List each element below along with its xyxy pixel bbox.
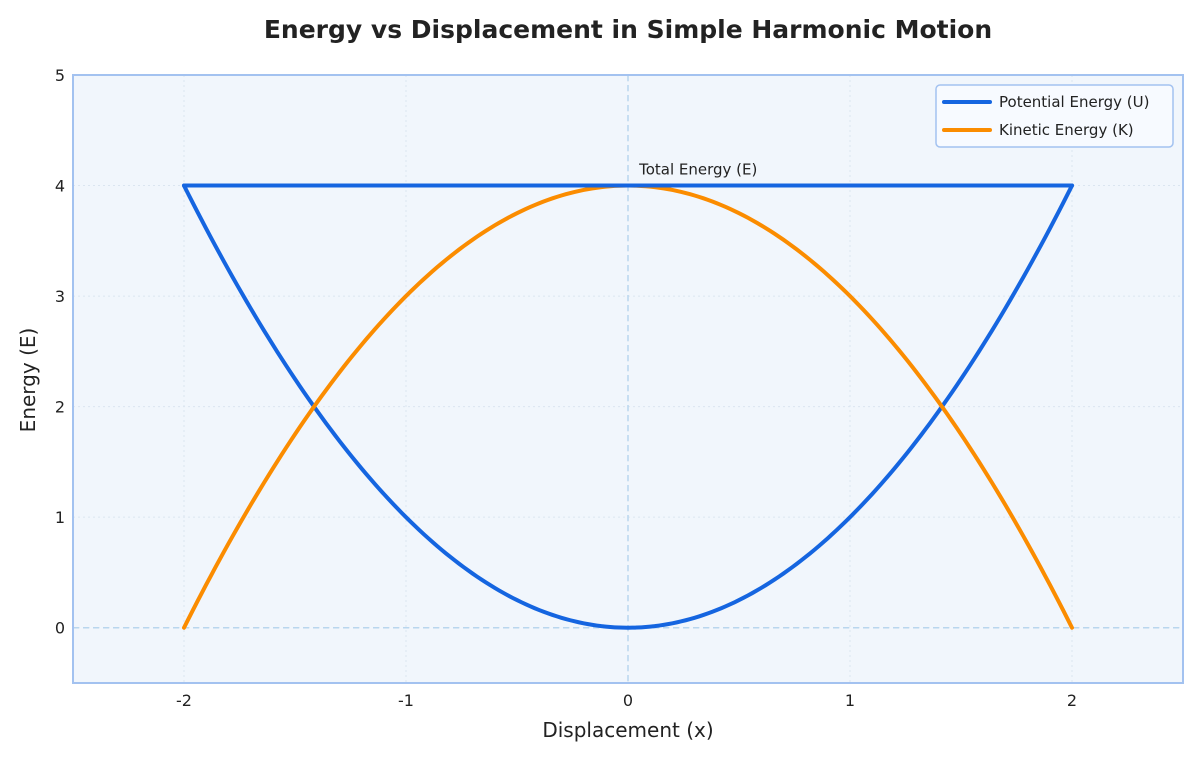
legend-label-1: Kinetic Energy (K) [999,121,1134,139]
tick-labels: -2 -1 0 1 2 0 1 2 3 4 5 [55,66,1077,710]
y-tick-label-1: 1 [55,508,65,527]
legend-label-0: Potential Energy (U) [999,93,1149,111]
plot-border [72,74,1184,684]
y-tick-label-3: 3 [55,287,65,306]
chart-title: Energy vs Displacement in Simple Harmoni… [264,15,992,44]
x-axis-label: Displacement (x) [542,718,713,742]
x-tick-label-0: -2 [176,691,192,710]
x-tick-label-3: 1 [845,691,855,710]
x-tick-label-4: 2 [1067,691,1077,710]
y-axis-label: Energy (E) [16,328,40,433]
series-layer [182,183,1074,630]
series-line-0 [182,183,1074,630]
x-tick-label-1: -1 [398,691,414,710]
annotation-0: Total Energy (E) [638,160,757,178]
y-tick-label-4: 4 [55,177,65,196]
annotations: Total Energy (E) [638,160,757,178]
y-tick-label-2: 2 [55,398,65,417]
y-tick-label-5: 5 [55,66,65,85]
legend-box [935,84,1174,148]
y-tick-label-0: 0 [55,619,65,638]
x-tick-label-2: 0 [623,691,633,710]
legend: Potential Energy (U) Kinetic Energy (K) [935,84,1174,148]
